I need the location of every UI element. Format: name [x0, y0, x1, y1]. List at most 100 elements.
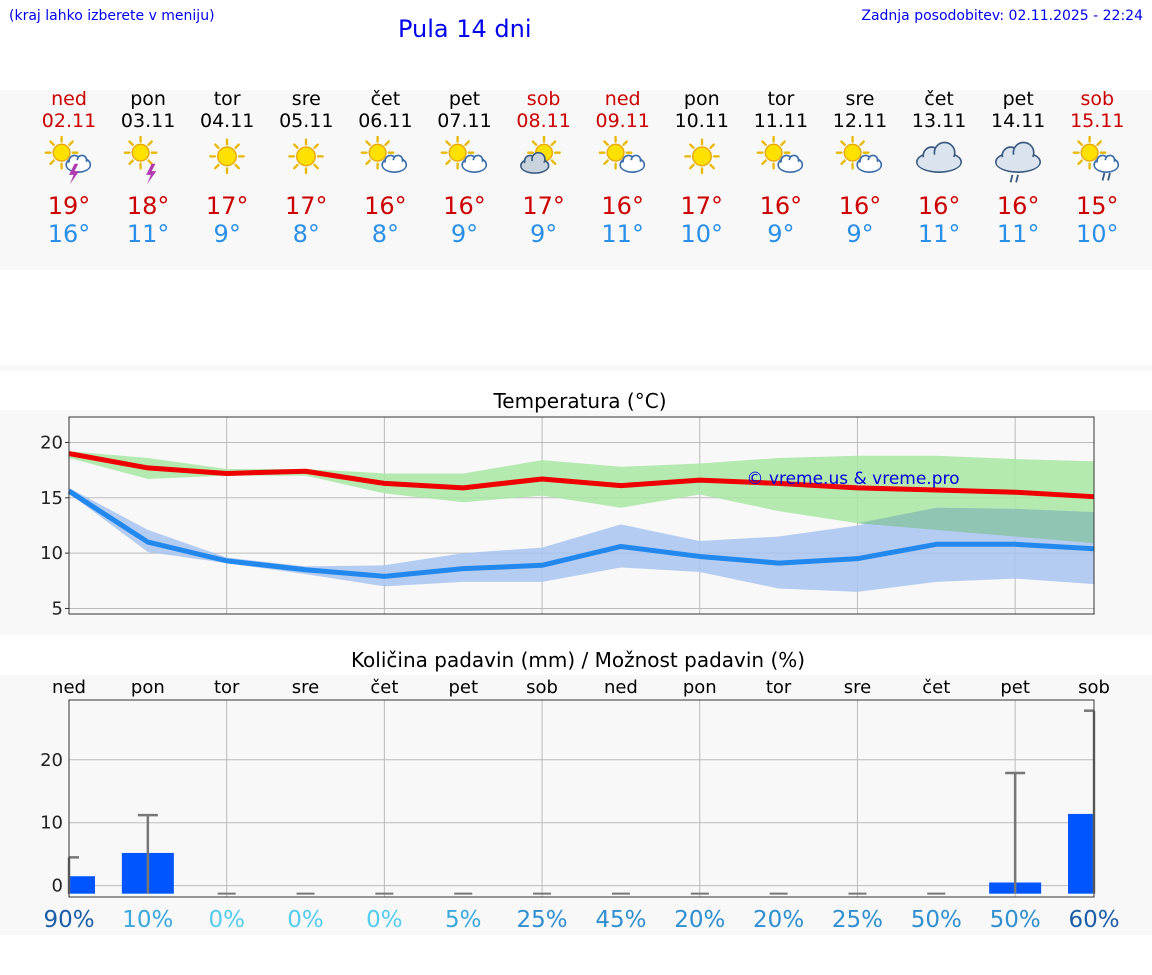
x-category-label: čet [922, 677, 950, 698]
sun-icon [209, 138, 246, 175]
plot-frame [68, 699, 1095, 898]
cloud-sun-icon [519, 136, 561, 174]
temp-max: 15° [1076, 192, 1119, 220]
temp-max: 16° [601, 192, 644, 220]
y-tick-label: 0 [52, 876, 63, 897]
min-temp-range-band [69, 487, 1094, 592]
sun-cloud-icon [598, 136, 645, 173]
day-name: sre [291, 88, 321, 110]
precip-probability: 20% [674, 907, 725, 933]
forecast-day: sre 05.11 17° 8° [266, 88, 346, 248]
temp-min: 8° [292, 220, 320, 248]
temp-max: 16° [838, 192, 882, 220]
sun [123, 136, 158, 170]
min-temp-line [67, 489, 1095, 579]
precip-probability: 20% [753, 907, 804, 933]
sun-cloud-rain-icon [1072, 136, 1120, 181]
sun-icon [683, 138, 720, 175]
sun-cloud-icon [361, 136, 408, 173]
precip-bar [69, 876, 95, 894]
y-tick-label: 5 [52, 598, 63, 619]
forecast-day: čet 06.11 16° 8° [345, 88, 425, 248]
precip-probability: 60% [1068, 907, 1119, 933]
location-hint: (kraj lahko izberete v meniju) [9, 8, 215, 24]
temp-max: 18° [126, 192, 170, 220]
chart-title: Temperatura (°C) [492, 389, 666, 413]
sun-thunder-icon [123, 136, 158, 185]
precip-probability: 5% [445, 907, 482, 933]
x-category-label: tor [214, 677, 240, 698]
x-category-label: sre [292, 677, 319, 698]
sun-cloud-thunder-icon [44, 136, 92, 185]
day-date: 13.11 [911, 110, 967, 132]
sun [440, 136, 474, 170]
temp-min: 9° [213, 220, 241, 248]
forecast-day: tor 11.11 16° 9° [741, 88, 821, 248]
temp-max: 16° [917, 192, 961, 220]
day-date: 03.11 [120, 110, 176, 132]
forecast-band [0, 90, 1152, 270]
chart-title: Količina padavin (mm) / Možnost padavin … [351, 648, 805, 672]
page-title: Pula 14 dni [398, 15, 532, 43]
forecast-day: ned 02.11 19° 16° [29, 88, 109, 248]
temp-min: 10° [680, 220, 724, 248]
x-category-label: ned [604, 677, 638, 698]
temp-max: 16° [759, 192, 803, 220]
last-update: Zadnja posodobitev: 02.11.2025 - 22:24 [861, 8, 1143, 24]
day-date: 08.11 [516, 110, 571, 132]
temp-min: 11° [917, 220, 961, 248]
y-tick-label: 10 [40, 543, 63, 564]
forecast-day: pet 07.11 16° 9° [425, 88, 505, 248]
forecast-day: pon 10.11 17° 10° [662, 88, 742, 248]
separator-band [0, 365, 1152, 371]
y-tick-label: 20 [40, 432, 63, 453]
max-temp-line [68, 451, 1095, 500]
temp-max: 17° [285, 192, 328, 220]
x-category-label: sob [1078, 677, 1110, 698]
x-category-label: čet [370, 677, 398, 698]
x-category-label: pet [448, 677, 478, 698]
sun [598, 136, 633, 170]
day-date: 14.11 [990, 110, 1046, 132]
forecast-day: čet 13.11 16° 11° [899, 88, 979, 248]
precip-probability: 0% [287, 907, 324, 933]
day-date: 09.11 [595, 110, 650, 132]
day-name: tor [767, 88, 795, 110]
precip-probability: 10% [122, 907, 173, 933]
temp-max: 19° [47, 192, 91, 220]
temp-min: 10° [1076, 220, 1119, 248]
temp-min: 16° [47, 220, 91, 248]
x-category-label: pon [131, 677, 165, 698]
cloud-rain-icon [995, 141, 1042, 183]
sun-icon [288, 138, 325, 175]
x-category-label: ned [52, 677, 86, 698]
day-name: pet [1002, 88, 1034, 110]
forecast-day: ned 09.11 16° 11° [583, 88, 663, 248]
precip-probability: 0% [366, 907, 403, 933]
temp-min: 9° [846, 220, 874, 248]
day-name: ned [604, 88, 641, 110]
temp-min: 8° [371, 220, 400, 248]
precip-bar [1068, 813, 1094, 894]
day-name: pon [683, 88, 720, 110]
day-date: 02.11 [41, 110, 97, 132]
sun [756, 136, 791, 170]
forecast-day: tor 04.11 17° 9° [187, 88, 267, 248]
precip-probability: 90% [43, 907, 94, 933]
day-name: ned [51, 88, 87, 110]
sun-cloud-icon [756, 136, 804, 173]
day-name: čet [370, 88, 401, 110]
day-name: čet [924, 88, 954, 110]
temp-max: 17° [680, 192, 724, 220]
day-date: 05.11 [279, 110, 334, 132]
temp-max: 16° [364, 192, 407, 220]
forecast-day: sob 15.11 15° 10° [1057, 88, 1137, 248]
day-name: tor [213, 88, 241, 110]
plot-frame [68, 416, 1095, 615]
day-name: sre [845, 88, 875, 110]
day-name: pon [130, 88, 166, 110]
temp-max: 17° [522, 192, 565, 220]
watermark: © vreme.us & vreme.pro [746, 469, 959, 489]
precip-probability: 25% [832, 907, 883, 933]
temp-min: 9° [450, 220, 479, 248]
